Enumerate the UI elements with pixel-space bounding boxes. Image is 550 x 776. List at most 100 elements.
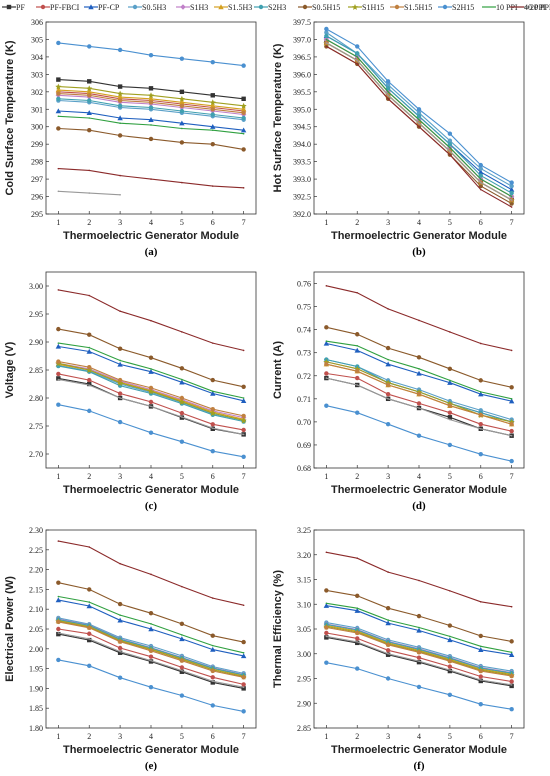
point-pf-cp [240,653,247,659]
point-s2h15 [148,52,154,58]
point-s2h15 [324,660,329,665]
y-tick-label: 2.25 [29,546,43,555]
point-s2h15 [117,675,123,680]
series-pf [56,77,246,101]
legend-label: S1H15 [362,2,385,12]
point-s0-5h3 [509,183,514,189]
point-20-ppi [119,194,121,196]
point-pf-cp [478,391,484,397]
series-s0-5h15 [324,588,514,644]
y-tick-label: 306 [31,18,43,27]
point-20-ppi [150,405,152,408]
point-20-ppi [325,42,328,44]
point-s2h15 [478,702,483,707]
point-10-ppi [449,146,451,149]
point-pf-cp [179,636,185,642]
point-20-ppi [387,94,389,97]
point-s1-5h15 [56,619,61,625]
point-10-ppi [325,602,328,605]
point-pf-fbci [385,648,391,653]
x-tick-label: 6 [211,732,215,741]
point-20-ppi [150,659,152,662]
point-pf [447,668,453,674]
point-20-ppi [387,398,389,400]
point-pf-fbci [324,630,329,636]
point-40-ppi [181,181,183,184]
series-s1-5h15 [56,619,246,680]
point-s0-5h3 [478,166,483,171]
point-s1-5h15 [447,658,453,664]
point-s1-5h15 [148,100,154,105]
y-tick-label: 2.85 [297,724,311,733]
point-pf-cp [354,607,360,613]
legend-item: S1.5H15 [390,1,432,13]
series-10-ppi [325,38,513,198]
point-40-ppi [449,331,451,333]
y-tick-label: 296 [31,193,43,202]
point-s0-5h3 [416,110,422,115]
point-10-ppi [211,390,214,393]
point-10-ppi [88,346,91,349]
point-pf-cp [148,117,154,122]
point-s2h3 [210,112,215,117]
point-40-ppi [387,571,389,573]
y-tick-label: 2.70 [29,450,43,459]
point-pf-cp [385,361,391,367]
point-s1-5h15 [117,98,123,103]
point-pf [179,669,185,674]
point-s2h3 [509,190,514,196]
point-10-ppi [211,129,214,132]
point-pf [324,635,329,640]
y-tick-label: 3.00 [297,650,311,659]
legend-item: S1H15 [348,1,384,13]
point-pf [447,415,453,420]
point-pf-cp [478,169,484,175]
legend-label: S2H15 [452,2,475,12]
point-s2h15 [324,26,329,32]
point-pf-cp [55,343,62,349]
point-pf-cp [447,379,453,385]
point-s0-5h15 [148,610,154,616]
point-s2h15 [87,408,92,414]
legend-item: S2H15 [438,1,474,13]
panel-label: (a) [145,246,158,258]
series-10-ppi [325,602,513,654]
point-pf [6,4,12,10]
point-s0-5h15 [478,633,483,639]
y-tick-label: 2.10 [29,605,43,614]
y-tick-label: 298 [31,158,43,167]
point-s0-5h15 [117,601,123,607]
point-s0-5h15 [56,580,61,585]
point-pf-fbci [210,422,215,427]
point-20-ppi [387,652,389,655]
point-s1-5h15 [117,377,123,383]
point-10-ppi [356,56,359,58]
point-10-ppi [119,359,121,362]
y-tick-label: 0.69 [297,441,311,450]
chart-panel: 2.70 2.75 2.80 2.85 2.90 2.95 3.00 1 2 3 4 5 6 7Therm… [4,271,257,512]
series-s1-5h3 [55,87,247,112]
point-s0-5h3 [385,82,391,88]
point-s1-5h15 [385,642,391,648]
point-20-ppi [479,679,482,681]
point-s1h15 [352,4,358,10]
point-s0-5h3 [324,30,329,35]
point-20-ppi [356,59,359,62]
point-s2h15 [416,107,422,112]
legend-item: S0.5H3 [128,1,166,13]
point-40-ppi [181,585,183,588]
point-pf-fbci [478,421,483,427]
x-axis-title: Thermoelectric Generator Module [63,484,239,496]
point-s0-5h15 [87,587,92,592]
point-20-ppi [510,434,513,437]
point-s1-5h15 [416,650,422,655]
x-tick-label: 7 [242,472,246,481]
x-tick-label: 1 [56,472,60,481]
y-tick-label: 1.85 [29,704,43,713]
series-pf-fbci [56,626,246,687]
point-10-ppi [57,342,60,344]
point-s1-5h15 [241,413,246,419]
point-s1h15 [240,417,247,424]
point-s0-5h15 [241,147,246,152]
point-10-ppi [479,178,482,180]
